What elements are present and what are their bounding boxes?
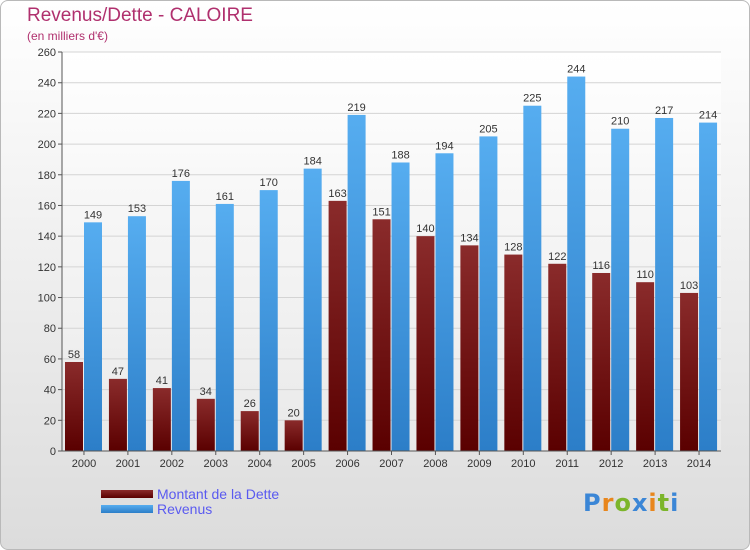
legend-swatch-debt xyxy=(101,490,153,498)
x-tick-label: 2012 xyxy=(599,458,623,470)
x-tick-label: 2014 xyxy=(687,458,711,470)
bar-debt xyxy=(284,420,303,451)
data-label-debt: 20 xyxy=(288,407,300,419)
bar-debt xyxy=(196,398,215,451)
data-label-debt: 140 xyxy=(416,223,434,235)
chart-subtitle: (en milliers d'€) xyxy=(27,29,108,43)
data-label-debt: 134 xyxy=(460,232,478,244)
x-tick-label: 2005 xyxy=(291,458,315,470)
data-label-revenue: 210 xyxy=(611,116,629,128)
bar-debt xyxy=(108,378,127,451)
bar-revenue xyxy=(435,153,454,452)
data-label-revenue: 149 xyxy=(84,209,102,221)
bar-debt xyxy=(548,263,567,451)
x-tick-label: 2006 xyxy=(335,458,359,470)
data-label-debt: 47 xyxy=(112,366,124,378)
bar-revenue xyxy=(171,180,190,451)
x-tick-label: 2001 xyxy=(116,458,140,470)
data-label-revenue: 194 xyxy=(435,140,453,152)
bar-revenue xyxy=(84,222,102,451)
y-tick-label: 140 xyxy=(38,231,56,243)
proxiti-logo: Proxiti xyxy=(583,489,680,517)
y-tick-label: 80 xyxy=(44,323,56,335)
x-tick-label: 2011 xyxy=(555,458,579,470)
data-label-debt: 26 xyxy=(244,398,256,410)
data-label-debt: 103 xyxy=(680,280,698,292)
y-tick-label: 220 xyxy=(38,108,56,120)
data-label-revenue: 219 xyxy=(347,102,365,114)
data-label-revenue: 176 xyxy=(172,168,190,180)
bar-revenue xyxy=(523,105,542,451)
bar-debt xyxy=(152,388,171,451)
bar-debt xyxy=(416,236,435,451)
x-tick-label: 2004 xyxy=(247,458,271,470)
y-tick-label: 160 xyxy=(38,200,56,212)
bar-revenue xyxy=(479,136,498,451)
bar-revenue xyxy=(259,190,278,451)
data-label-revenue: 184 xyxy=(303,156,321,168)
data-label-revenue: 205 xyxy=(479,123,497,135)
x-tick-label: 2003 xyxy=(204,458,228,470)
bar-debt xyxy=(240,411,259,451)
y-tick-label: 240 xyxy=(38,78,56,90)
y-tick-label: 120 xyxy=(38,262,56,274)
bar-revenue xyxy=(699,122,718,451)
bar-debt xyxy=(504,254,523,451)
bar-debt xyxy=(636,282,655,451)
x-tick-label: 2008 xyxy=(423,458,447,470)
legend-swatch-revenue xyxy=(101,505,153,513)
data-label-revenue: 161 xyxy=(216,191,234,203)
data-label-debt: 41 xyxy=(156,375,168,387)
data-label-revenue: 225 xyxy=(523,93,541,105)
bar-debt xyxy=(65,361,83,451)
x-tick-label: 2009 xyxy=(467,458,491,470)
bar-revenue xyxy=(347,114,366,452)
bar-revenue xyxy=(127,216,146,451)
data-label-debt: 151 xyxy=(372,206,390,218)
y-tick-label: 60 xyxy=(44,354,56,366)
data-label-debt: 128 xyxy=(504,242,522,254)
y-tick-label: 200 xyxy=(38,139,56,151)
y-tick-label: 180 xyxy=(38,170,56,182)
data-label-revenue: 153 xyxy=(128,203,146,215)
data-label-debt: 163 xyxy=(328,188,346,200)
data-label-debt: 110 xyxy=(636,269,654,281)
x-tick-label: 2010 xyxy=(511,458,535,470)
bar-debt xyxy=(328,200,347,451)
chart-title: Revenus/Dette - CALOIRE xyxy=(27,5,253,26)
y-tick-label: 20 xyxy=(44,415,56,427)
bar-revenue xyxy=(391,162,410,451)
legend-label-revenue: Revenus xyxy=(157,501,213,517)
x-tick-label: 2013 xyxy=(643,458,667,470)
data-label-debt: 122 xyxy=(548,251,566,263)
bar-revenue xyxy=(567,76,586,452)
bar-revenue xyxy=(611,128,630,451)
plot-area xyxy=(62,52,721,451)
legend-label-debt: Montant de la Dette xyxy=(157,486,280,502)
y-tick-label: 260 xyxy=(38,47,56,59)
y-tick-label: 0 xyxy=(50,446,56,458)
data-label-revenue: 170 xyxy=(260,177,278,189)
data-label-debt: 58 xyxy=(68,349,80,361)
bar-revenue xyxy=(655,117,674,451)
data-label-revenue: 214 xyxy=(699,110,717,122)
x-tick-label: 2002 xyxy=(160,458,184,470)
bar-debt xyxy=(460,245,479,451)
bar-debt xyxy=(372,219,391,451)
data-label-revenue: 188 xyxy=(391,149,409,161)
data-label-debt: 116 xyxy=(592,260,610,272)
x-tick-label: 2000 xyxy=(72,458,96,470)
data-label-revenue: 244 xyxy=(567,64,585,76)
y-tick-label: 40 xyxy=(44,385,56,397)
x-tick-label: 2007 xyxy=(379,458,403,470)
bar-revenue xyxy=(215,203,234,451)
data-label-revenue: 217 xyxy=(655,105,673,117)
y-tick-label: 100 xyxy=(38,293,56,305)
bar-revenue xyxy=(303,168,322,451)
bar-debt xyxy=(680,292,699,451)
data-label-debt: 34 xyxy=(200,386,212,398)
bar-debt xyxy=(592,272,611,451)
